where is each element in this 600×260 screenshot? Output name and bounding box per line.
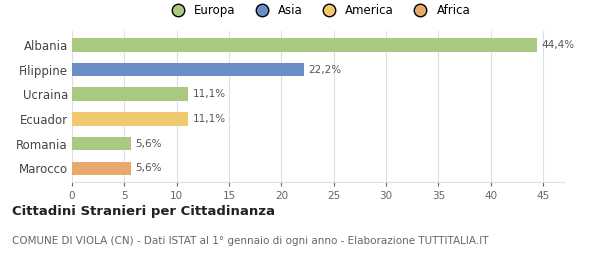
Text: 11,1%: 11,1% bbox=[193, 89, 226, 99]
Text: 11,1%: 11,1% bbox=[193, 114, 226, 124]
Text: 22,2%: 22,2% bbox=[308, 64, 342, 75]
Bar bbox=[72, 137, 131, 151]
Text: 5,6%: 5,6% bbox=[135, 163, 161, 173]
Bar bbox=[72, 112, 188, 126]
Bar bbox=[72, 63, 304, 76]
Bar bbox=[72, 161, 131, 175]
Text: 5,6%: 5,6% bbox=[135, 139, 161, 149]
Legend: Europa, Asia, America, Africa: Europa, Asia, America, Africa bbox=[163, 2, 473, 19]
Bar bbox=[72, 87, 188, 101]
Text: Cittadini Stranieri per Cittadinanza: Cittadini Stranieri per Cittadinanza bbox=[12, 205, 275, 218]
Bar bbox=[72, 38, 537, 52]
Text: 44,4%: 44,4% bbox=[541, 40, 574, 50]
Text: COMUNE DI VIOLA (CN) - Dati ISTAT al 1° gennaio di ogni anno - Elaborazione TUTT: COMUNE DI VIOLA (CN) - Dati ISTAT al 1° … bbox=[12, 236, 488, 246]
